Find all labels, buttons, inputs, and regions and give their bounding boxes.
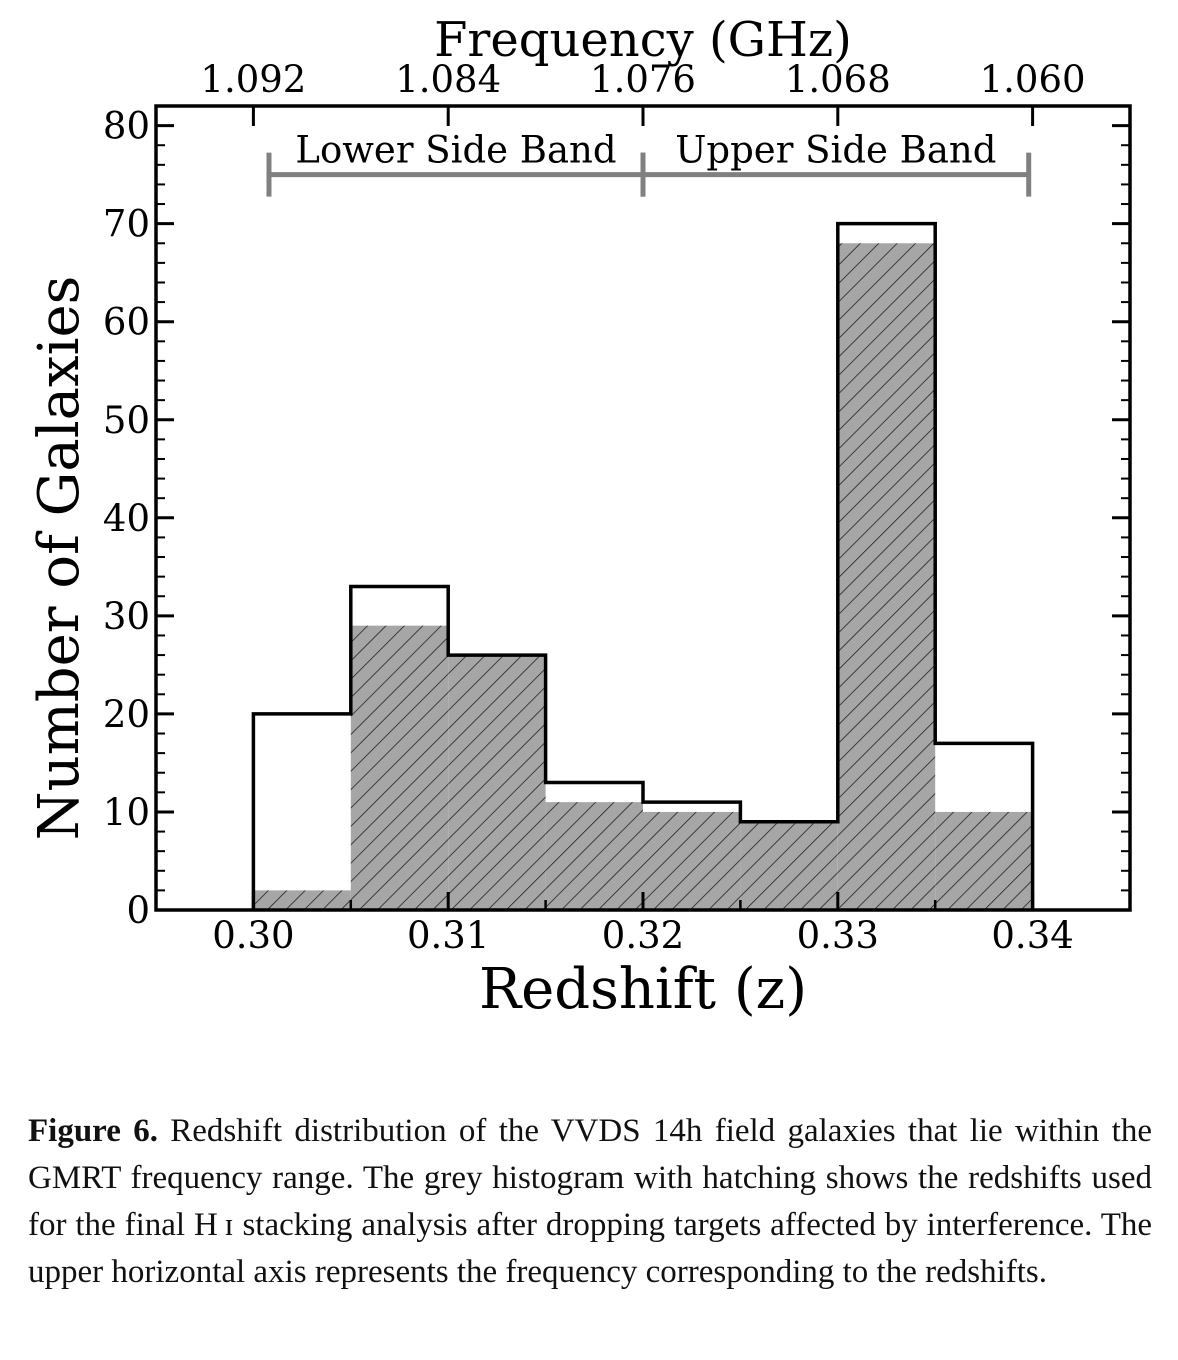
hatched-histogram: [253, 243, 1033, 910]
x-axis-label: Redshift (z): [479, 957, 807, 1022]
top-axis-label: Frequency (GHz): [434, 12, 852, 68]
y-tick-label: 50: [103, 399, 150, 442]
x-tick-label: 0.32: [602, 914, 684, 957]
y-tick-label: 60: [103, 301, 150, 344]
band-markers: Lower Side Band Upper Side Band: [266, 129, 1032, 197]
hatched-bar: [643, 811, 741, 910]
outline-step-line: [251, 221, 1035, 910]
figure-caption: Figure 6. Redshift distribution of the V…: [28, 1108, 1152, 1296]
top-tick-label: 1.060: [980, 58, 1086, 101]
x-tick-label: 0.33: [797, 914, 879, 957]
y-tick-label: 70: [103, 203, 150, 246]
top-tick-label: 1.084: [395, 58, 501, 101]
hatched-bar: [350, 625, 449, 910]
band-label: Upper Side Band: [675, 129, 996, 172]
caption-label: Figure 6.: [28, 1113, 158, 1149]
outline-histogram: [251, 221, 1035, 910]
caption-text: Redshift distribution of the VVDS 14h fi…: [28, 1113, 1152, 1290]
band-label: Lower Side Band: [295, 129, 616, 172]
y-tick-label: 20: [103, 693, 150, 736]
y-tick-label: 40: [103, 497, 150, 540]
y-tick-label: 30: [103, 595, 150, 638]
x-tick-label: 0.34: [991, 914, 1073, 957]
y-tick-label: 0: [126, 889, 150, 932]
tick-labels: 0.30 0.31 0.32 0.33 0.34 1.092 1.084 1.076 1.068…: [103, 58, 1086, 957]
y-tick-label: 80: [103, 105, 150, 148]
top-tick-label: 1.068: [785, 58, 891, 101]
hatched-bar: [837, 243, 936, 910]
hatched-bar: [935, 811, 1033, 910]
x-tick-label: 0.31: [407, 914, 489, 957]
hatched-bar: [740, 821, 838, 910]
y-axis-label: Number of Galaxies: [27, 276, 92, 841]
y-tick-label: 10: [103, 791, 150, 834]
x-tick-label: 0.30: [212, 914, 294, 957]
top-tick-label: 1.092: [200, 58, 306, 101]
plot-frame: [154, 104, 1132, 912]
hatched-bar: [253, 890, 351, 910]
hatched-bar: [545, 802, 643, 910]
hatched-bar: [448, 655, 546, 910]
top-tick-label: 1.076: [590, 58, 696, 101]
histogram-chart: Lower Side Band Upper Side Band 0.30 0.31 0…: [27, 12, 1132, 1022]
